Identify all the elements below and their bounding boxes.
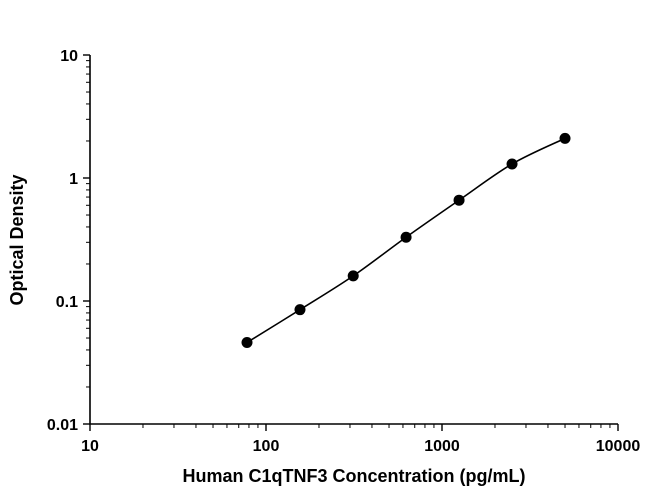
x-tick-label: 1000	[424, 438, 460, 455]
y-tick-label: 0.1	[56, 294, 78, 311]
data-point	[294, 304, 306, 316]
y-tick-label: 10	[60, 48, 78, 65]
data-point	[506, 158, 518, 170]
x-tick-label: 10	[81, 438, 99, 455]
x-tick-label: 10000	[596, 438, 641, 455]
data-point	[400, 231, 412, 243]
y-tick-label: 0.01	[47, 417, 78, 434]
data-point	[453, 194, 465, 206]
y-tick-label: 1	[69, 171, 78, 188]
data-point	[559, 132, 571, 144]
data-point	[347, 270, 359, 282]
y-axis-title: Optical Density	[7, 174, 27, 306]
x-tick-label: 100	[253, 438, 280, 455]
x-axis-title: Human C1qTNF3 Concentration (pg/mL)	[182, 466, 526, 486]
data-point	[241, 336, 253, 348]
